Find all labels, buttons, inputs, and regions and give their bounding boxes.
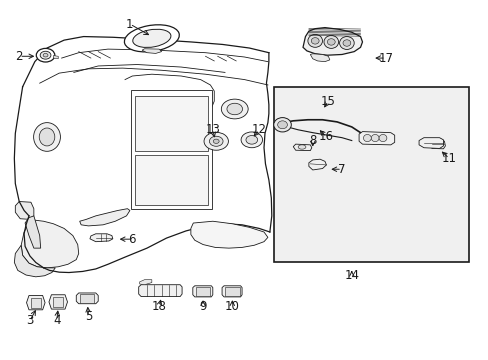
Polygon shape (49, 295, 67, 309)
Text: 18: 18 (151, 300, 166, 313)
Text: 1: 1 (126, 18, 133, 31)
Bar (31, 298, 41, 308)
Ellipse shape (133, 29, 171, 48)
Polygon shape (222, 286, 242, 297)
Polygon shape (190, 221, 267, 248)
Polygon shape (76, 293, 98, 304)
Text: 4: 4 (53, 314, 61, 327)
Polygon shape (25, 216, 41, 248)
Ellipse shape (339, 37, 353, 49)
Ellipse shape (226, 103, 242, 115)
Polygon shape (80, 209, 130, 226)
Bar (273, 87, 468, 262)
Polygon shape (308, 159, 326, 170)
Polygon shape (192, 286, 212, 297)
Polygon shape (90, 234, 113, 242)
Ellipse shape (36, 48, 55, 62)
Bar (131, 90, 211, 209)
Ellipse shape (277, 121, 287, 129)
Polygon shape (21, 220, 79, 268)
Polygon shape (139, 285, 182, 297)
Text: 9: 9 (199, 300, 206, 313)
Ellipse shape (124, 25, 179, 52)
Ellipse shape (342, 40, 350, 46)
Ellipse shape (40, 51, 51, 59)
Ellipse shape (221, 99, 247, 119)
Ellipse shape (245, 135, 257, 144)
Bar (53, 297, 63, 307)
Bar (80, 294, 94, 303)
Bar (135, 96, 207, 151)
Ellipse shape (273, 118, 291, 132)
Ellipse shape (370, 134, 378, 141)
Bar (195, 287, 210, 296)
Ellipse shape (363, 134, 370, 141)
Bar (135, 155, 207, 205)
Ellipse shape (43, 53, 48, 57)
Polygon shape (310, 54, 329, 62)
Ellipse shape (378, 134, 386, 141)
Polygon shape (428, 139, 445, 149)
Polygon shape (293, 144, 311, 150)
Polygon shape (142, 49, 161, 53)
Ellipse shape (307, 35, 322, 47)
Polygon shape (303, 28, 362, 55)
Polygon shape (53, 55, 58, 59)
Ellipse shape (311, 38, 319, 44)
Text: 7: 7 (338, 163, 345, 176)
Ellipse shape (209, 136, 223, 146)
Text: 11: 11 (441, 152, 456, 165)
Ellipse shape (324, 36, 338, 48)
Ellipse shape (213, 139, 219, 143)
Polygon shape (14, 245, 55, 277)
Polygon shape (358, 132, 394, 145)
Polygon shape (26, 296, 45, 310)
Text: 16: 16 (318, 130, 333, 144)
Ellipse shape (298, 145, 305, 149)
Text: 8: 8 (308, 134, 316, 147)
Ellipse shape (241, 132, 262, 148)
Polygon shape (140, 280, 152, 285)
Ellipse shape (203, 132, 228, 150)
Text: 2: 2 (16, 50, 23, 63)
Bar (224, 287, 239, 296)
Text: 3: 3 (26, 314, 34, 327)
Ellipse shape (327, 39, 334, 45)
Text: 6: 6 (128, 233, 136, 246)
Ellipse shape (39, 128, 55, 146)
Polygon shape (418, 138, 443, 148)
Ellipse shape (34, 123, 61, 151)
Text: 10: 10 (224, 300, 239, 313)
Polygon shape (15, 202, 34, 220)
Text: 12: 12 (251, 123, 266, 136)
Text: 5: 5 (84, 310, 92, 323)
Text: 15: 15 (320, 95, 335, 108)
Text: 17: 17 (378, 51, 393, 64)
Text: 13: 13 (205, 123, 220, 136)
Text: 14: 14 (344, 269, 359, 282)
